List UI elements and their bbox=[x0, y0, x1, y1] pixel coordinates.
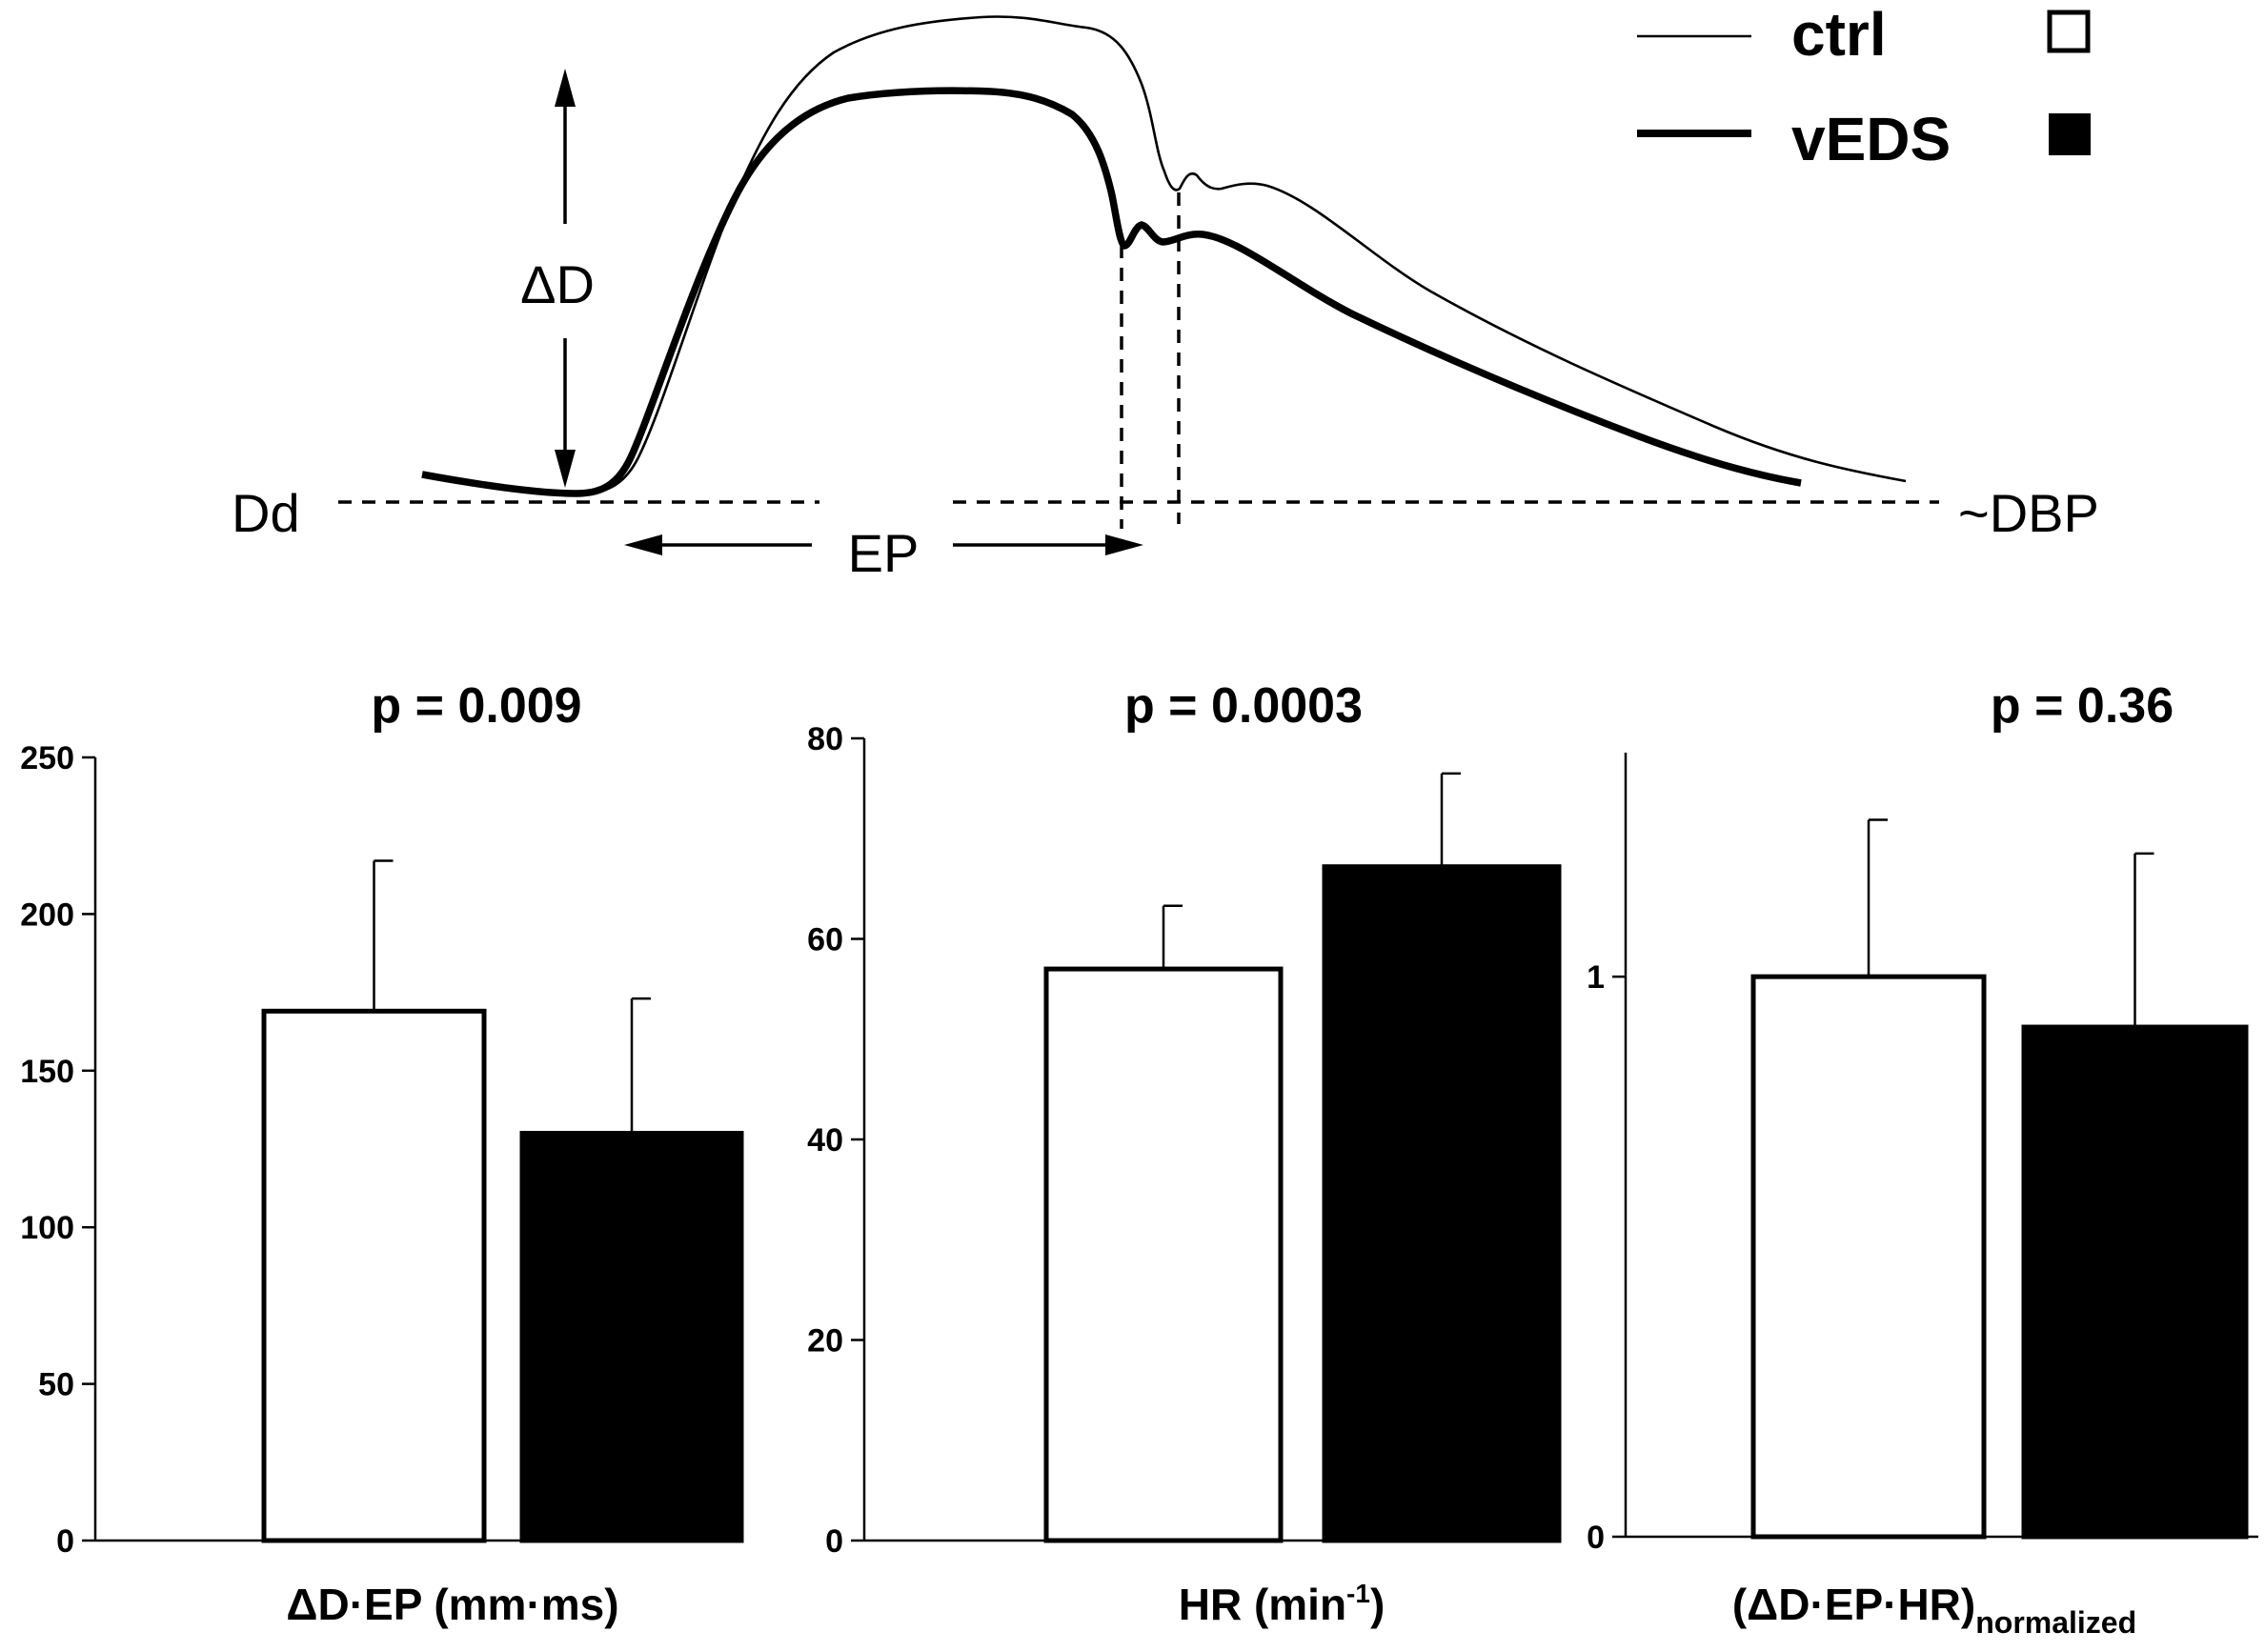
y-tick-label: 0 bbox=[825, 1523, 843, 1560]
y-tick-label: 100 bbox=[20, 1210, 74, 1246]
y-tick-label: 200 bbox=[20, 897, 74, 933]
x-axis-label: HR (min-1) bbox=[1179, 1579, 1385, 1629]
ep-arrow bbox=[624, 534, 1143, 555]
ep-label: EP bbox=[848, 523, 920, 583]
y-tick-label: 150 bbox=[20, 1054, 74, 1090]
bar-ctrl bbox=[1043, 966, 1284, 1543]
bar-vEDS bbox=[2021, 1024, 2249, 1540]
x-axis-label: ΔD·EP (mm·ms) bbox=[286, 1580, 618, 1629]
y-tick-label: 1 bbox=[1587, 959, 1605, 996]
waveform-schematic: ΔD Dd EP ~DBP ctrl vEDS bbox=[232, 0, 2099, 583]
legend-swatch-veds bbox=[2049, 113, 2091, 155]
y-tick-label: 0 bbox=[1587, 1520, 1605, 1556]
ctrl-waveform bbox=[423, 15, 1907, 495]
y-tick-label: 50 bbox=[38, 1367, 74, 1403]
bar-chart-1: 0 50 100 150 200 250 p = 0.009 ΔD·EP (mm·ms) bbox=[20, 678, 744, 1629]
dbp-label: ~DBP bbox=[1958, 483, 2099, 543]
delta-d-arrow bbox=[555, 69, 576, 488]
y-tick-label: 80 bbox=[807, 721, 843, 757]
y-tick-label: 60 bbox=[807, 922, 843, 958]
bar-chart-2: 0 20 40 60 80 p = 0.0003 HR (min-1) bbox=[807, 678, 1562, 1629]
legend-swatch-ctrl bbox=[2047, 10, 2091, 53]
x-axis-label: (ΔD·EP·HR)normalized bbox=[1732, 1580, 2136, 1640]
y-tick-label: 20 bbox=[807, 1323, 843, 1360]
y-tick-label: 40 bbox=[807, 1122, 843, 1158]
bar-ctrl bbox=[1750, 974, 1987, 1540]
chart-title: p = 0.009 bbox=[371, 678, 581, 734]
dd-label: Dd bbox=[232, 483, 300, 543]
bar-vEDS bbox=[1322, 864, 1562, 1543]
legend-label-veds: vEDS bbox=[1791, 105, 1951, 173]
bar-vEDS bbox=[519, 1131, 744, 1543]
y-tick-label: 250 bbox=[20, 740, 74, 776]
legend-label-ctrl: ctrl bbox=[1791, 0, 1887, 69]
chart-title: p = 0.0003 bbox=[1124, 678, 1363, 734]
delta-d-label: ΔD bbox=[520, 254, 595, 314]
veds-waveform bbox=[421, 87, 1802, 497]
legend: ctrl vEDS bbox=[1637, 0, 2091, 173]
bar-chart-3: 0 1 p = 0.36 (ΔD·EP·HR)normalized bbox=[1587, 678, 2258, 1640]
chart-title: p = 0.36 bbox=[1991, 678, 2174, 734]
y-tick-label: 0 bbox=[56, 1523, 74, 1560]
bar-ctrl bbox=[261, 1008, 487, 1543]
